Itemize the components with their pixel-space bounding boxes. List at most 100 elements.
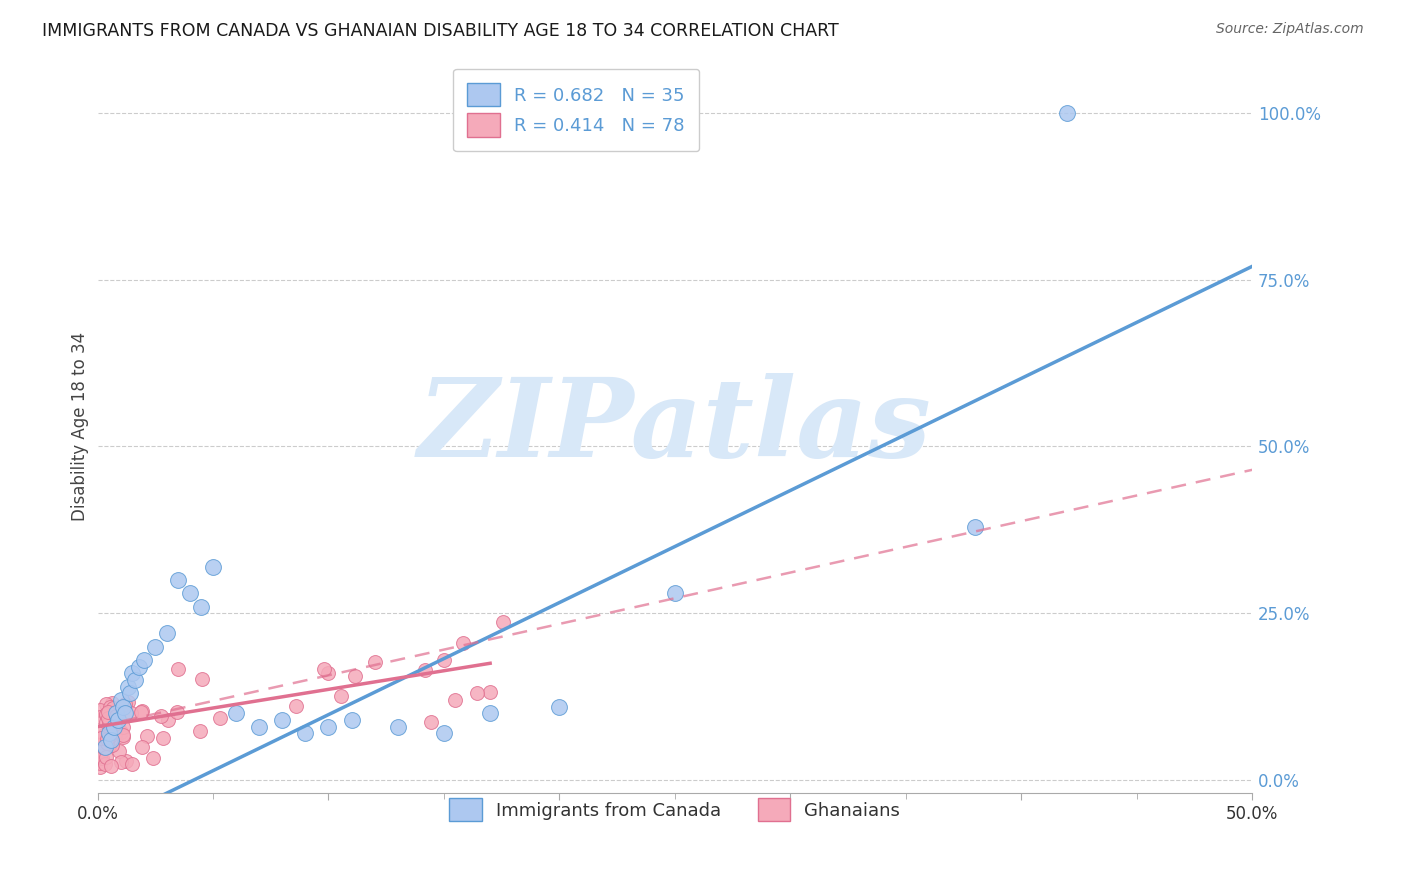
Point (118, 686, 141, 700)
Text: ZIPatlas: ZIPatlas (418, 373, 932, 480)
Point (97, 711, 120, 725)
Point (97, 712, 120, 726)
Point (97, 705, 120, 719)
Point (124, 673, 146, 687)
Point (664, 586, 686, 600)
Point (100, 720, 122, 734)
Point (202, 559, 225, 574)
Point (343, 669, 366, 683)
Point (208, 711, 231, 725)
Point (548, 106, 571, 120)
Point (98, 706, 121, 721)
Point (91, 737, 114, 751)
Point (100, 733, 122, 747)
Point (420, 714, 443, 729)
Point (225, 706, 247, 721)
Point (110, 724, 132, 739)
Point (316, 666, 339, 681)
Point (413, 663, 436, 677)
Point (479, 706, 502, 721)
Point (166, 661, 188, 675)
Point (105, 712, 128, 726)
Y-axis label: Disability Age 18 to 34: Disability Age 18 to 34 (72, 332, 89, 521)
Point (96, 731, 118, 746)
Point (89, 759, 111, 773)
Point (93, 739, 115, 754)
Point (963, 519, 986, 533)
Point (100, 731, 122, 746)
Point (93, 739, 115, 753)
Point (157, 713, 180, 727)
Point (96, 697, 118, 711)
Point (105, 709, 128, 723)
Point (453, 636, 475, 650)
Point (156, 626, 179, 640)
Point (340, 713, 363, 727)
Point (387, 720, 409, 734)
Point (285, 698, 308, 713)
Point (89, 756, 111, 771)
Point (128, 659, 150, 673)
Point (107, 744, 129, 758)
Point (294, 726, 316, 740)
Point (103, 720, 125, 734)
Point (121, 666, 143, 681)
Point (89, 748, 111, 763)
Point (94, 714, 117, 729)
Point (97, 715, 120, 730)
Text: Source: ZipAtlas.com: Source: ZipAtlas.com (1216, 22, 1364, 37)
Point (107, 708, 129, 723)
Point (444, 692, 467, 706)
Point (149, 709, 172, 723)
Point (136, 729, 159, 743)
Point (114, 754, 136, 768)
Point (179, 586, 201, 600)
Point (93, 728, 115, 742)
Point (492, 615, 515, 630)
Text: IMMIGRANTS FROM CANADA VS GHANAIAN DISABILITY AGE 18 TO 34 CORRELATION CHART: IMMIGRANTS FROM CANADA VS GHANAIAN DISAB… (42, 22, 839, 40)
Point (89, 710, 111, 724)
Point (91, 751, 114, 765)
Point (131, 739, 153, 754)
Point (100, 759, 122, 773)
Point (117, 695, 139, 709)
Point (90, 731, 112, 746)
Point (191, 672, 214, 686)
Point (111, 728, 134, 742)
Point (117, 680, 139, 694)
Point (318, 720, 340, 734)
Point (364, 655, 387, 669)
Point (89, 703, 111, 717)
Point (478, 684, 501, 698)
Point (247, 720, 270, 734)
Point (111, 720, 134, 734)
Point (131, 706, 153, 720)
Point (98, 700, 121, 714)
Point (114, 697, 136, 711)
Point (114, 706, 136, 721)
Point (166, 705, 188, 719)
Point (433, 653, 456, 667)
Point (548, 699, 571, 714)
Point (152, 731, 174, 746)
Point (107, 713, 129, 727)
Point (1056, 106, 1078, 120)
Point (94, 706, 117, 721)
Point (103, 701, 125, 715)
Point (314, 662, 336, 676)
Point (167, 573, 190, 587)
Point (97, 739, 120, 753)
Point (271, 713, 294, 727)
Point (94, 749, 117, 764)
Point (142, 750, 165, 764)
Point (93, 741, 115, 756)
Legend: Immigrants from Canada, Ghanaians: Immigrants from Canada, Ghanaians (434, 783, 915, 836)
Point (132, 653, 155, 667)
Point (131, 704, 153, 718)
Point (121, 756, 143, 771)
Point (90, 724, 112, 739)
Point (103, 727, 125, 741)
Point (100, 714, 122, 728)
Point (96, 707, 118, 722)
Point (110, 755, 132, 769)
